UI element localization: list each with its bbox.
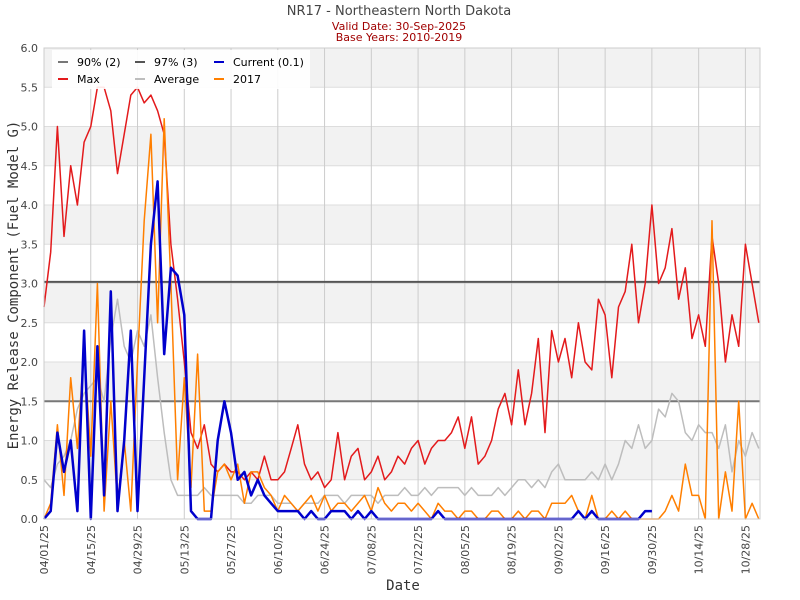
y-tick-labels: 0.0 0.5 1.0 1.5 2.0 2.5 3.0 3.5 4.0 4.5 5.0 5.5 6.0 [21,42,39,526]
y-axis-label: Energy Release Component (Fuel Model G) [6,121,22,450]
x-tick-label: 07/08/25 [365,525,378,574]
x-tick-label: 08/19/25 [506,525,519,574]
x-tick-label: 10/28/25 [739,525,752,574]
y-tick-label: 1.0 [21,435,39,448]
y-tick-label: 2.0 [21,356,39,369]
x-tick-label: 04/29/25 [132,525,145,574]
y-tick-label: 0.5 [21,474,39,487]
x-tick-label: 09/02/25 [552,525,565,574]
threshold-lines [44,280,760,403]
y-tick-label: 2.5 [21,317,39,330]
plot-background-bands [44,48,760,480]
x-tick-label: 10/14/25 [693,525,706,574]
y-tick-label: 0.0 [21,513,39,526]
chart-subtitle-base-years: Base Years: 2010-2019 [336,31,462,44]
legend-label: 90% (2) [77,56,121,69]
chart-title: NR17 - Northeastern North Dakota [287,4,512,19]
y-tick-label: 6.0 [21,42,39,55]
y-tick-label: 3.5 [21,238,39,251]
x-tick-label: 09/30/25 [646,525,659,574]
x-tick-label: 05/13/25 [178,525,191,574]
y-tick-label: 5.0 [21,121,39,134]
x-tick-label: 06/10/25 [272,525,285,574]
background-band [44,362,760,402]
legend-label: 97% (3) [154,56,198,69]
x-tick-labels: 04/01/25 04/15/25 04/29/25 05/13/25 05/27/25… [38,525,752,574]
x-tick-label: 09/16/25 [599,525,612,574]
plot-frame [43,47,761,520]
legend: 90% (2) 97% (3) Current (0.1) Max Average 201… [52,50,310,89]
y-tick-label: 4.5 [21,160,39,173]
x-tick-label: 08/05/25 [459,525,472,574]
legend-label: 2017 [233,73,261,86]
legend-box [52,50,310,89]
chart-subtitle-valid-date: Valid Date: 30-Sep-2025 [332,20,466,33]
y-tick-label: 3.0 [21,278,39,291]
x-axis-label: Date [386,578,420,594]
y-tick-label: 1.5 [21,395,39,408]
x-tick-label: 05/27/25 [225,525,238,574]
y-tick-label: 5.5 [21,81,39,94]
x-tick-label: 04/15/25 [85,525,98,574]
legend-label: Current (0.1) [233,56,304,69]
background-band [44,205,760,245]
x-tick-label: 04/01/25 [38,525,51,574]
legend-label: Average [154,73,199,86]
series-line-average [43,298,760,512]
x-tick-label: 06/24/25 [319,525,332,574]
y-tick-label: 4.0 [21,199,39,212]
x-tick-label: 07/22/25 [412,525,425,574]
series-lines [43,86,760,521]
legend-label: Max [77,73,100,86]
